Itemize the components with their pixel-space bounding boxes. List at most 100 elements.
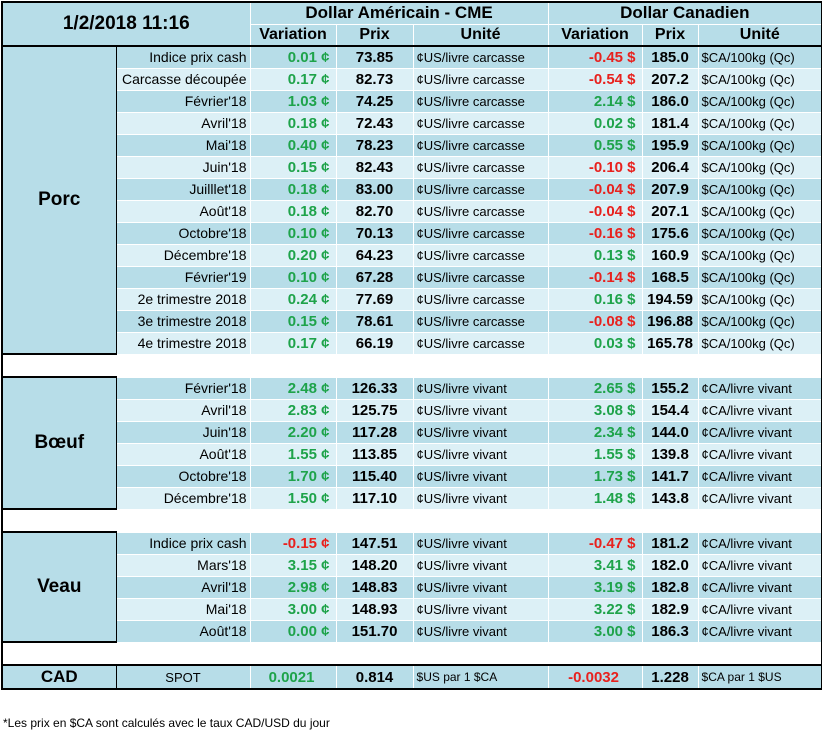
row-label: Octobre'18 <box>115 464 251 488</box>
us-price: 126.33 <box>335 376 414 400</box>
us-variation: 1.70 ¢ <box>249 464 337 488</box>
us-unit: ¢US/livre carcasse <box>412 111 549 135</box>
ca-unit: $CA/100kg (Qc) <box>697 265 822 289</box>
us-variation: 0.15 ¢ <box>249 309 337 333</box>
row-label: Carcasse découpée <box>115 67 251 91</box>
us-price: 70.13 <box>335 221 414 245</box>
ca-price: 195.9 <box>641 133 699 157</box>
table-row: Avril'18 2.83 ¢ 125.75 ¢US/livre vivant 3.08… <box>2 398 822 422</box>
ca-variation: -0.47 $ <box>547 531 643 555</box>
us-price: 73.85 <box>335 45 414 69</box>
us-price: 125.75 <box>335 398 414 422</box>
section-label: CAD <box>1 664 117 690</box>
table-row: Juin'18 2.20 ¢ 117.28 ¢US/livre vivant 2.34 … <box>2 420 822 444</box>
us-variation: 1.03 ¢ <box>249 89 337 113</box>
us-price: 82.70 <box>335 199 414 223</box>
ca-unit: $CA/100kg (Qc) <box>697 111 822 135</box>
ca-unit: ¢CA/livre vivant <box>697 575 822 599</box>
us-price: 72.43 <box>335 111 414 135</box>
us-price: 74.25 <box>335 89 414 113</box>
ca-variation: 0.13 $ <box>547 243 643 267</box>
us-variation: 2.98 ¢ <box>249 575 337 599</box>
ca-unit: $CA/100kg (Qc) <box>697 45 822 69</box>
row-label: Indice prix cash <box>115 531 251 555</box>
us-unit: ¢US/livre carcasse <box>412 331 549 355</box>
us-price: 78.61 <box>335 309 414 333</box>
ca-unit: $CA/100kg (Qc) <box>697 309 822 333</box>
row-label: SPOT <box>115 664 251 690</box>
ca-price: 186.0 <box>641 89 699 113</box>
row-label: Juilllet'18 <box>115 177 251 201</box>
row-label: Octobre'18 <box>115 221 251 245</box>
ca-price: 181.2 <box>641 531 699 555</box>
ca-variation: 3.41 $ <box>547 553 643 577</box>
us-unit: ¢US/livre carcasse <box>412 155 549 179</box>
row-label: 3e trimestre 2018 <box>115 309 251 333</box>
us-unit: ¢US/livre vivant <box>412 619 549 643</box>
us-variation: 0.17 ¢ <box>249 331 337 355</box>
section-spacer <box>0 641 822 666</box>
us-variation: 0.24 ¢ <box>249 287 337 311</box>
us-price: 77.69 <box>335 287 414 311</box>
ca-variation: 2.34 $ <box>547 420 643 444</box>
us-price: 82.73 <box>335 67 414 91</box>
timestamp: 1/2/2018 11:16 <box>0 1 251 47</box>
table-row: Août'18 0.18 ¢ 82.70 ¢US/livre carcasse -0.0… <box>2 199 822 223</box>
section-label: Porc <box>1 45 117 355</box>
us-unit: ¢US/livre carcasse <box>412 243 549 267</box>
header-row-1: 1/2/2018 11:16 Dollar Américain - CME Do… <box>0 1 822 47</box>
row-label: Août'18 <box>115 619 251 643</box>
ca-variation: 3.22 $ <box>547 597 643 621</box>
section-spacer <box>0 508 822 533</box>
us-variation: 3.00 ¢ <box>249 597 337 621</box>
ca-price: 168.5 <box>641 265 699 289</box>
ca-unit: ¢CA/livre vivant <box>697 376 822 400</box>
ca-price: 207.1 <box>641 199 699 223</box>
us-unit: ¢US/livre vivant <box>412 420 549 444</box>
ca-unit: $CA/100kg (Qc) <box>697 177 822 201</box>
us-price: 151.70 <box>335 619 414 643</box>
ca-variation: 0.16 $ <box>547 287 643 311</box>
ca-variation: 3.08 $ <box>547 398 643 422</box>
table-row: 4e trimestre 2018 0.17 ¢ 66.19 ¢US/livre ca… <box>2 331 822 355</box>
ca-price: 207.9 <box>641 177 699 201</box>
spacer-cell <box>0 641 822 666</box>
ca-variation: 3.19 $ <box>547 575 643 599</box>
ca-price: 154.4 <box>641 398 699 422</box>
ca-unit: ¢CA/livre vivant <box>697 553 822 577</box>
us-unit: ¢US/livre carcasse <box>412 265 549 289</box>
row-label: Août'18 <box>115 199 251 223</box>
ca-price: 1.228 <box>641 664 699 690</box>
ca-unit: ¢CA/livre vivant <box>697 464 822 488</box>
us-variation: 2.83 ¢ <box>249 398 337 422</box>
cad-row: CAD SPOT 0.0021 0.814 $US par 1 $CA -0.0032 1.… <box>1 664 822 690</box>
us-unit: ¢US/livre carcasse <box>412 199 549 223</box>
row-label: 2e trimestre 2018 <box>115 287 251 311</box>
ca-price: 139.8 <box>641 442 699 466</box>
row-label: Juin'18 <box>115 155 251 179</box>
table-row: Carcasse découpée 0.17 ¢ 82.73 ¢US/livre ca… <box>2 67 822 91</box>
ca-variation: 2.65 $ <box>547 376 643 400</box>
ca-variation: 1.73 $ <box>547 464 643 488</box>
us-unit: ¢US/livre vivant <box>412 442 549 466</box>
us-variation: 0.00 ¢ <box>249 619 337 643</box>
us-unit: ¢US/livre vivant <box>412 486 549 510</box>
us-unit: ¢US/livre carcasse <box>412 67 549 91</box>
section-label: Bœuf <box>1 376 117 510</box>
us-price: 148.93 <box>335 597 414 621</box>
row-label: Décembre'18 <box>115 486 251 510</box>
us-dollar-header: Dollar Américain - CME <box>249 1 549 25</box>
ca-variation: -0.14 $ <box>547 265 643 289</box>
ca-unit: ¢CA/livre vivant <box>697 420 822 444</box>
us-unit: ¢US/livre carcasse <box>412 89 549 113</box>
ca-price: 182.0 <box>641 553 699 577</box>
ca-price: 141.7 <box>641 464 699 488</box>
table-row: Mai'18 0.40 ¢ 78.23 ¢US/livre carcasse 0.55 … <box>2 133 822 157</box>
us-variation: 0.17 ¢ <box>249 67 337 91</box>
row-label: Février'18 <box>115 89 251 113</box>
ca-unite-header: Unité <box>697 23 822 47</box>
ca-variation: -0.16 $ <box>547 221 643 245</box>
ca-variation: -0.0032 <box>547 664 643 690</box>
row-label: Mai'18 <box>115 133 251 157</box>
us-unit: ¢US/livre carcasse <box>412 309 549 333</box>
